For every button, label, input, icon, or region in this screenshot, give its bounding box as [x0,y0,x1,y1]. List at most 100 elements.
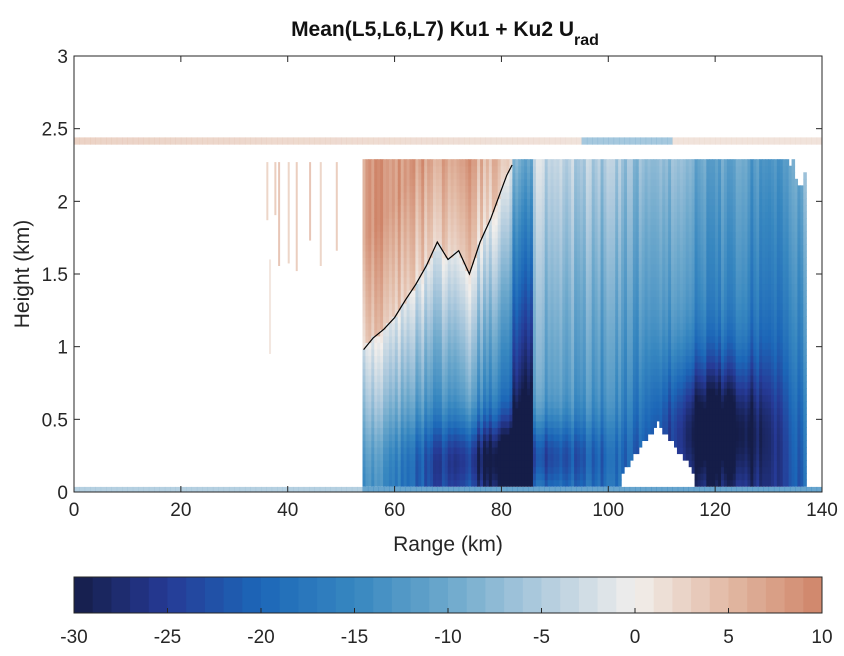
heatmap-cell [530,231,534,239]
heatmap-cell [497,309,502,317]
heatmap-cell [603,257,608,265]
heatmap-cell [521,283,525,291]
heatmap-cell [568,316,572,324]
heatmap-cell [400,218,405,226]
heatmap-cell [403,224,408,232]
heatmap-cell [377,237,381,245]
heatmap-cell [556,172,560,180]
heatmap-cell [618,335,622,343]
heatmap-cell [397,466,402,474]
heatmap-cell [653,172,657,180]
heatmap-cell [435,191,440,200]
heatmap-cell [615,263,619,271]
heatmap-cell [391,250,396,258]
heatmap-cell [521,466,525,474]
heatmap-cell [394,446,399,455]
heatmap-cell [386,440,390,448]
heatmap-cell [530,460,534,468]
heatmap-cell [550,257,555,265]
heatmap-cell [638,394,643,402]
heatmap-cell [544,276,549,285]
heatmap-cell [588,401,593,409]
heatmap-cell [562,427,566,435]
heatmap-cell [462,329,466,337]
heatmap-cell [415,263,419,271]
heatmap-cell [427,375,431,383]
heatmap-cell [518,296,522,304]
heatmap-cell [391,414,396,422]
heatmap-cell [600,257,605,265]
heatmap-cell [456,433,461,442]
heatmap-cell [485,460,490,468]
heatmap-cell [650,322,655,330]
heatmap-cell [377,198,381,206]
heatmap-cell [509,368,513,376]
heatmap-cell [462,446,466,455]
heatmap-cell [383,165,387,173]
heatmap-cell [647,329,652,337]
heatmap-cell [609,453,613,461]
heatmap-cell [621,446,625,455]
heatmap-cell [518,466,522,474]
heatmap-cell [635,335,640,343]
heatmap-cell [518,316,522,324]
heatmap-cell [465,204,469,213]
heatmap-cell [430,361,434,370]
heatmap-cell [394,316,399,324]
heatmap-cell [621,316,625,324]
heatmap-cell [527,375,531,383]
heatmap-cell [415,329,419,337]
heatmap-cell [624,401,628,409]
heatmap-cell [624,316,628,324]
heatmap-cell [530,388,534,396]
heatmap-cell [612,218,616,226]
heatmap-cell [488,440,493,448]
heatmap-cell [644,303,649,311]
heatmap-cell [550,381,555,389]
heatmap-cell [374,191,378,200]
heatmap-cell [406,446,411,455]
heatmap-cell [480,329,484,337]
heatmap-cell [456,329,461,337]
heatmap-cell [471,309,475,317]
heatmap-cell [594,178,599,186]
heatmap-cell [579,420,584,428]
heatmap-cell [438,466,443,474]
heatmap-cell [527,329,531,337]
heatmap-cell [371,466,375,474]
heatmap-cell [577,263,581,271]
heatmap-cell [527,342,531,350]
heatmap-cell [468,335,472,343]
heatmap-cell [515,276,519,285]
heatmap-cell [450,401,455,409]
heatmap-cell [371,283,375,291]
heatmap-cell [462,237,466,245]
heatmap-cell [397,263,402,271]
heatmap-cell [656,185,660,193]
heatmap-cell [612,361,616,370]
heatmap-cell [415,420,419,428]
heatmap-cell [444,453,449,461]
heatmap-cell [447,388,452,396]
heatmap-cell [368,257,372,265]
heatmap-cell [418,276,422,285]
heatmap-cell [412,420,417,428]
heatmap-cell [412,446,417,455]
heatmap-cell [535,309,540,317]
heatmap-cell [527,414,531,422]
heatmap-cell [597,218,602,226]
heatmap-cell [656,407,660,415]
heatmap-cell [383,198,387,206]
heatmap-cell [588,420,593,428]
heatmap-cell [427,211,431,219]
heatmap-cell [435,218,440,226]
heatmap-cell [606,165,610,173]
heatmap-cell [524,237,528,245]
heatmap-cell [644,198,649,206]
heatmap-cell [427,388,431,396]
heatmap-cell [462,427,466,435]
heatmap-cell [559,348,563,356]
heatmap-cell [650,420,655,428]
heatmap-cell [397,289,402,298]
heatmap-cell [433,198,437,206]
